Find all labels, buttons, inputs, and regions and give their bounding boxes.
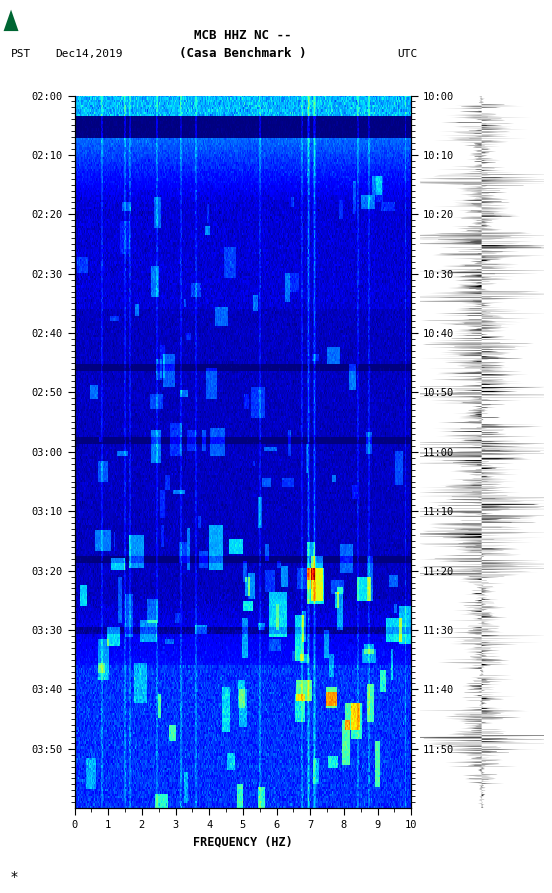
Text: (Casa Benchmark ): (Casa Benchmark ) (179, 47, 306, 60)
Text: PST: PST (11, 48, 31, 59)
Polygon shape (4, 10, 18, 31)
Text: MCB HHZ NC --: MCB HHZ NC -- (194, 29, 291, 42)
Text: UTC: UTC (397, 48, 418, 59)
Text: *: * (11, 870, 18, 884)
X-axis label: FREQUENCY (HZ): FREQUENCY (HZ) (193, 836, 293, 848)
Text: Dec14,2019: Dec14,2019 (55, 48, 123, 59)
Text: USGS: USGS (23, 13, 60, 27)
